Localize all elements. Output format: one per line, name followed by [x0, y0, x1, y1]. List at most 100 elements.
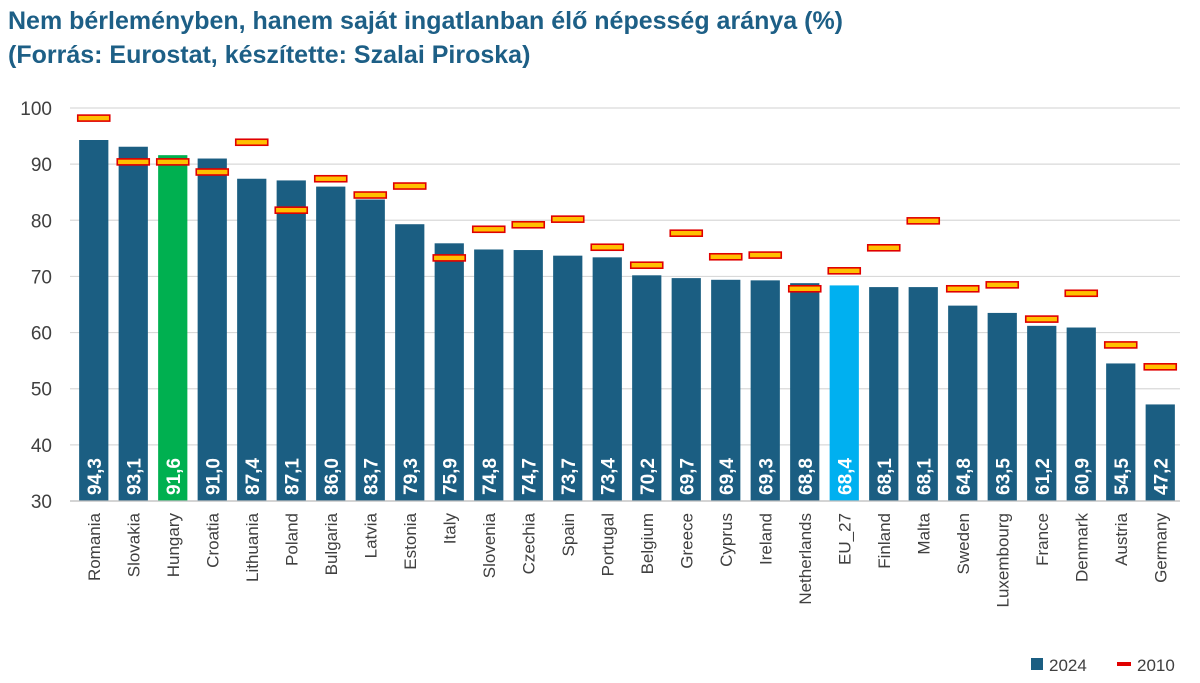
title-line-1: Nem bérleményben, hanem saját ingatlanba…	[8, 7, 843, 35]
legend-swatch-2010	[1117, 662, 1131, 666]
x-category-label: Sweden	[954, 513, 973, 574]
bar-2024	[118, 146, 148, 501]
x-category-label: Belgium	[638, 513, 657, 574]
data-label: 69,4	[717, 458, 738, 495]
x-category-label: Austria	[1112, 512, 1131, 565]
marker-2010	[1143, 363, 1178, 371]
marker-2010	[155, 158, 190, 166]
data-label: 74,8	[480, 458, 501, 495]
y-tick-label: 40	[31, 436, 52, 457]
bar-2024	[987, 312, 1017, 501]
marker-2010	[1103, 341, 1138, 349]
marker-2010	[511, 220, 546, 229]
marker-2010	[1064, 289, 1099, 298]
data-label: 63,5	[993, 458, 1014, 495]
x-category-label: EU_27	[835, 513, 854, 565]
marker-2010	[590, 243, 625, 252]
bar-2024	[750, 280, 780, 501]
bar-2024	[948, 305, 978, 501]
chart-title: Nem bérleményben, hanem saját ingatlanba…	[8, 4, 843, 72]
bar-2024	[79, 140, 109, 501]
data-label: 94,3	[85, 458, 106, 495]
x-category-label: Bulgaria	[322, 512, 341, 575]
data-label: 91,6	[164, 458, 185, 495]
data-label: 83,7	[361, 458, 382, 495]
data-label: 91,0	[203, 458, 224, 495]
x-category-label: Greece	[677, 513, 696, 569]
data-label: 86,0	[322, 458, 343, 495]
marker-2010	[234, 138, 269, 147]
marker-2010	[392, 182, 427, 190]
bar-2024	[1106, 363, 1136, 501]
bar-2024	[355, 199, 385, 501]
data-label: 69,3	[756, 458, 777, 495]
bar-2024	[829, 285, 859, 501]
data-label: 61,2	[1033, 458, 1054, 495]
marker-2010	[353, 191, 388, 199]
marker-2010	[629, 261, 664, 270]
bar-2024	[592, 257, 622, 501]
x-category-label: Ireland	[756, 513, 775, 565]
marker-2010	[195, 168, 230, 176]
x-category-label: Germany	[1151, 513, 1170, 583]
data-label: 73,4	[598, 458, 619, 495]
data-label: 68,4	[835, 458, 856, 495]
x-category-label: Portugal	[598, 513, 617, 576]
data-label: 68,1	[875, 458, 896, 495]
bar-2024	[197, 158, 227, 501]
x-category-label: Czechia	[519, 512, 538, 574]
x-category-label: Italy	[440, 513, 459, 545]
data-label: 87,1	[282, 458, 303, 495]
y-tick-label: 90	[31, 155, 52, 176]
bar-2024	[711, 279, 741, 501]
x-category-label: Netherlands	[796, 513, 815, 605]
marker-2010	[945, 284, 980, 293]
data-label: 74,7	[519, 458, 540, 495]
data-label: 69,7	[677, 458, 698, 495]
marker-2010	[550, 215, 585, 223]
bar-2024	[671, 278, 701, 501]
x-category-label: Luxembourg	[993, 513, 1012, 608]
x-category-label: Spain	[559, 513, 578, 556]
data-label: 60,9	[1072, 458, 1093, 495]
marker-2010	[748, 251, 783, 259]
data-label: 68,8	[796, 458, 817, 495]
marker-2010	[669, 229, 704, 237]
x-category-label: Finland	[875, 513, 894, 569]
bar-2024	[790, 283, 820, 501]
bar-2024	[474, 249, 504, 501]
marker-2010	[274, 206, 309, 214]
bar-2024	[1145, 404, 1175, 501]
bar-2024	[395, 224, 425, 502]
y-tick-label: 60	[31, 324, 52, 345]
bar-2024	[316, 186, 346, 501]
data-label: 73,7	[559, 458, 580, 495]
x-category-label: Cyprus	[717, 513, 736, 567]
marker-2010	[787, 284, 822, 293]
marker-2010	[827, 267, 862, 275]
x-category-label: Poland	[282, 513, 301, 566]
title-line-2: (Forrás: Eurostat, készítette: Szalai Pi…	[8, 41, 531, 69]
marker-2010	[471, 225, 506, 234]
x-category-label: Croatia	[203, 512, 222, 567]
data-label: 93,1	[124, 458, 145, 495]
data-label: 64,8	[954, 458, 975, 495]
x-category-label: Romania	[85, 512, 104, 581]
marker-2010	[708, 252, 743, 261]
bar-2024	[1027, 325, 1057, 501]
data-label: 54,5	[1112, 458, 1133, 495]
y-tick-label: 50	[31, 380, 52, 401]
x-category-label: Denmark	[1072, 513, 1091, 582]
bar-2024	[276, 180, 306, 501]
y-tick-label: 30	[31, 492, 52, 513]
x-category-label: Malta	[914, 512, 933, 554]
legend-swatch-2024	[1031, 658, 1043, 670]
x-category-label: Slovenia	[480, 512, 499, 578]
data-label: 47,2	[1151, 458, 1172, 495]
bar-2024	[632, 275, 662, 501]
marker-2010	[1024, 315, 1059, 323]
bar-2024	[1066, 327, 1096, 501]
bar-2024	[158, 155, 188, 501]
marker-2010	[76, 114, 111, 122]
legend-label-2024: 2024	[1049, 656, 1087, 675]
